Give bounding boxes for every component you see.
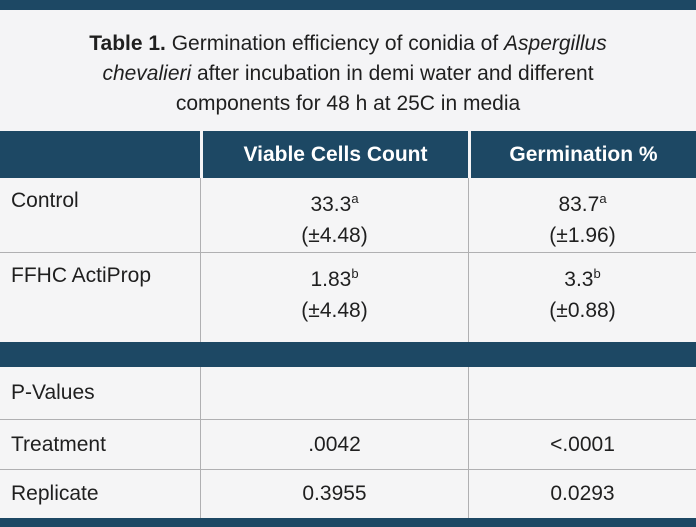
- value-sd: (±1.96): [549, 224, 616, 247]
- table-row-replicate-pvalue: Replicate 0.3955 0.0293: [0, 469, 696, 518]
- header-row-label-cell: [0, 131, 200, 178]
- cell-empty-viable: [200, 367, 468, 419]
- significance-letter: b: [593, 266, 601, 281]
- significance-letter: a: [351, 191, 359, 206]
- value-sd: (±4.48): [301, 224, 368, 247]
- value-mean: 3.3b: [564, 266, 601, 291]
- caption-table-number: Table 1.: [89, 32, 166, 55]
- section-separator-bar: [0, 342, 696, 367]
- row-label: P-Values: [11, 381, 95, 404]
- row-label: FFHC ActiProp: [11, 264, 152, 287]
- value-mean: 1.83b: [310, 266, 359, 291]
- table-caption: Table 1. Germination efficiency of conid…: [0, 10, 696, 131]
- cell-empty-germination: [468, 367, 696, 419]
- bottom-border-bar: [0, 518, 696, 527]
- header-viable-cells-count: Viable Cells Count: [200, 131, 468, 178]
- value-sd: (±4.48): [301, 299, 368, 322]
- caption-species-epithet: chevalieri: [102, 62, 192, 85]
- caption-text-3: components for 48 h at 25C in media: [175, 92, 521, 115]
- value-mean: 83.7a: [558, 191, 607, 216]
- table-row-treatment-pvalue: Treatment .0042 <.0001: [0, 419, 696, 469]
- cell-ffhc-germination: 3.3b (±0.88): [468, 253, 696, 342]
- caption-line-3: components for 48 h at 25C in media: [0, 89, 696, 119]
- row-label: Control: [11, 189, 79, 212]
- table-row-pvalues-header: P-Values: [0, 367, 696, 419]
- significance-letter: b: [351, 266, 359, 281]
- row-label: Replicate: [11, 482, 99, 505]
- caption-line-1: Table 1. Germination efficiency of conid…: [0, 29, 696, 59]
- cell-control-viable: 33.3a (±4.48): [200, 178, 468, 252]
- caption-species-genus: Aspergillus: [504, 32, 607, 55]
- significance-letter: a: [599, 191, 607, 206]
- cell-control-germination: 83.7a (±1.96): [468, 178, 696, 252]
- caption-text-1: Germination efficiency of conidia of: [165, 32, 505, 55]
- cell-treatment-viable-pvalue: .0042: [200, 420, 468, 469]
- caption-text-2: after incubation in demi water and diffe…: [191, 62, 594, 85]
- caption-line-2: chevalieri after incubation in demi wate…: [0, 59, 696, 89]
- table-row-control: Control 33.3a (±4.48) 83.7a (±1.96): [0, 178, 696, 252]
- row-label: Treatment: [11, 432, 106, 456]
- cell-replicate-germination-pvalue: 0.0293: [468, 470, 696, 518]
- top-border-bar: [0, 0, 696, 10]
- value-mean: 33.3a: [310, 191, 359, 216]
- cell-ffhc-viable: 1.83b (±4.48): [200, 253, 468, 342]
- value-sd: (±0.88): [549, 299, 616, 322]
- header-germination-percent: Germination %: [468, 131, 696, 178]
- table-header-row: Viable Cells Count Germination %: [0, 131, 696, 178]
- cell-treatment-germination-pvalue: <.0001: [468, 420, 696, 469]
- cell-replicate-viable-pvalue: 0.3955: [200, 470, 468, 518]
- table-row-ffhc-actiprop: FFHC ActiProp 1.83b (±4.48) 3.3b (±0.88): [0, 252, 696, 342]
